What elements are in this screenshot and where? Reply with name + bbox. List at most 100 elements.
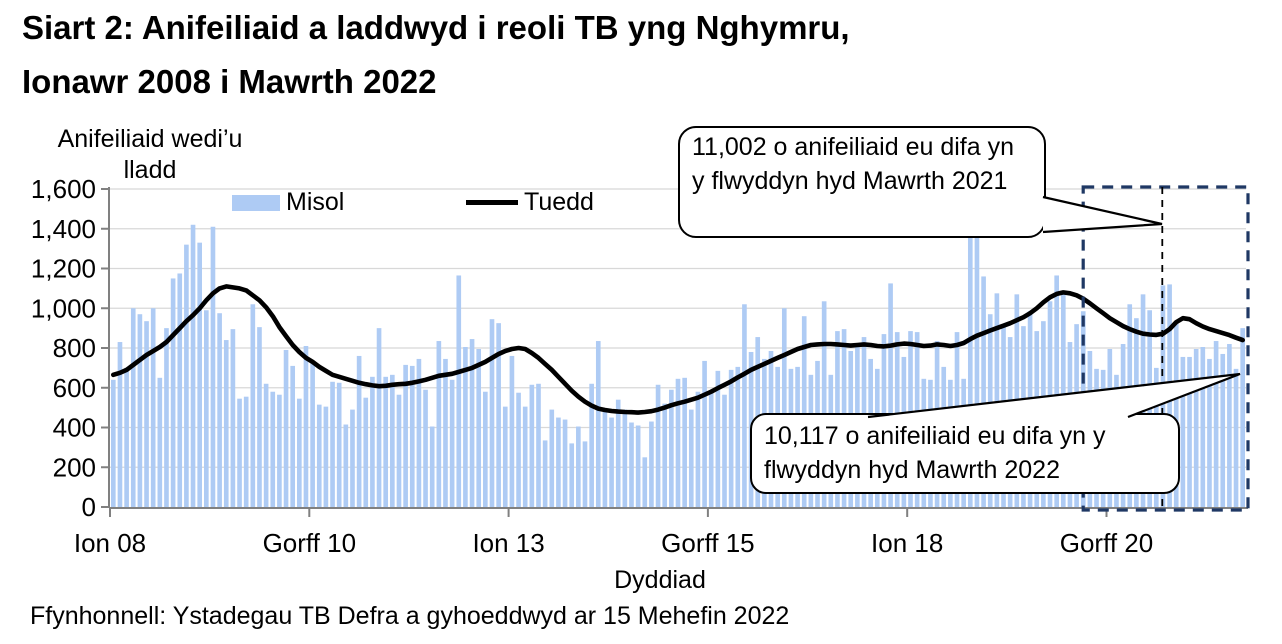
monthly-bar xyxy=(582,441,588,507)
monthly-bar xyxy=(237,398,242,507)
callout-year-to-march-2022-text: 10,117 o anifeiliaid eu difa yn y flwydd… xyxy=(764,422,1106,484)
monthly-bar xyxy=(117,342,123,507)
monthly-bar xyxy=(595,341,601,507)
y-tick-label: 1,400 xyxy=(31,214,96,244)
monthly-bar xyxy=(708,391,714,507)
source-note: Ffynhonnell: Ystadegau TB Defra a gyhoed… xyxy=(30,602,790,630)
monthly-bar xyxy=(277,394,282,507)
monthly-bar xyxy=(396,394,402,507)
monthly-bar xyxy=(509,355,515,507)
monthly-bar xyxy=(416,358,422,507)
callout-year-to-march-2021-text: 11,002 o anifeiliaid eu difa yn y flwydd… xyxy=(692,133,1014,195)
monthly-bar xyxy=(702,360,707,507)
monthly-bar xyxy=(615,399,621,507)
monthly-bar xyxy=(250,304,256,507)
monthly-bar xyxy=(1193,348,1199,507)
monthly-bar xyxy=(529,384,535,507)
monthly-bar xyxy=(549,409,555,507)
monthly-bar xyxy=(390,374,395,507)
legend-item-tuedd: Tuedd xyxy=(466,188,594,217)
monthly-bar xyxy=(1213,341,1219,507)
monthly-bar xyxy=(223,340,229,507)
monthly-bar xyxy=(177,273,183,507)
y-tick-label: 1,600 xyxy=(31,174,96,204)
monthly-bar xyxy=(449,379,455,507)
monthly-bar xyxy=(403,364,408,507)
monthly-bar xyxy=(609,417,614,507)
monthly-bar xyxy=(157,377,163,507)
monthly-bar xyxy=(655,384,661,507)
monthly-bar xyxy=(688,409,694,507)
monthly-bar xyxy=(197,242,202,507)
monthly-bar xyxy=(536,383,541,507)
monthly-bar xyxy=(516,392,521,507)
x-tick-label: Gorff 20 xyxy=(1060,528,1153,558)
legend-label-tuedd: Tuedd xyxy=(524,188,594,216)
monthly-bar xyxy=(170,278,176,507)
y-tick-label: 200 xyxy=(53,452,96,482)
x-tick-label: Ion 18 xyxy=(871,528,943,558)
monthly-bar xyxy=(629,422,634,507)
monthly-bar xyxy=(383,376,389,507)
monthly-bar xyxy=(489,319,495,507)
monthly-bar xyxy=(323,406,329,507)
monthly-bar xyxy=(1200,347,1206,507)
monthly-bar xyxy=(316,404,322,507)
monthly-bar xyxy=(144,321,149,507)
monthly-bar xyxy=(130,308,136,507)
monthly-bar xyxy=(310,361,315,507)
monthly-bar xyxy=(270,391,276,507)
monthly-bar xyxy=(463,347,468,507)
monthly-bar xyxy=(443,358,448,507)
monthly-bar xyxy=(469,339,475,507)
trend-line-swatch-icon xyxy=(466,200,518,205)
monthly-bar xyxy=(204,310,209,507)
monthly-bar xyxy=(502,406,508,507)
monthly-bar xyxy=(1207,358,1212,507)
callout-year-to-march-2021: 11,002 o anifeiliaid eu difa yn y flwydd… xyxy=(678,126,1046,238)
monthly-bar xyxy=(257,327,262,507)
monthly-bar xyxy=(682,377,687,507)
monthly-bar xyxy=(801,316,807,507)
monthly-bar xyxy=(476,348,482,507)
monthly-bar xyxy=(363,397,369,507)
monthly-bar xyxy=(283,349,289,507)
monthly-bar xyxy=(343,424,349,507)
monthly-bar xyxy=(350,409,355,507)
monthly-bar xyxy=(164,328,169,508)
monthly-bar xyxy=(190,224,196,507)
x-axis-title: Dyddiad xyxy=(614,566,706,594)
monthly-bar xyxy=(649,421,654,507)
monthly-bar xyxy=(576,426,581,507)
monthly-bar xyxy=(542,440,548,507)
monthly-bar xyxy=(230,329,236,507)
monthly-bar xyxy=(297,398,302,507)
monthly-bar xyxy=(602,409,608,507)
y-axis-title-line-1: Anifeiliaid wedi’u xyxy=(57,125,243,153)
legend-item-misol: Misol xyxy=(232,188,344,217)
monthly-bar xyxy=(675,378,681,507)
monthly-bar xyxy=(356,355,362,507)
monthly-bar xyxy=(423,389,428,507)
y-tick-label: 600 xyxy=(53,373,96,403)
monthly-bar xyxy=(967,210,973,508)
monthly-bar xyxy=(642,457,648,507)
x-tick-label: Gorff 15 xyxy=(661,528,754,558)
monthly-bar xyxy=(184,244,189,507)
y-tick-label: 0 xyxy=(82,492,96,522)
monthly-bar xyxy=(635,425,641,507)
monthly-bar xyxy=(111,379,116,507)
monthly-bar xyxy=(562,419,568,507)
chart-title-line-1: Siart 2: Anifeiliaid a laddwyd i reoli T… xyxy=(22,9,850,46)
monthly-bar xyxy=(483,391,488,507)
chart-title-line-2: Ionawr 2008 i Mawrth 2022 xyxy=(22,63,437,100)
trend-line xyxy=(111,284,1245,415)
monthly-bar xyxy=(330,381,335,507)
monthly-bar xyxy=(589,383,594,507)
y-tick-label: 1,000 xyxy=(31,293,96,323)
monthly-bar xyxy=(217,313,222,507)
monthly-bar xyxy=(735,366,741,507)
monthly-bar xyxy=(150,308,156,507)
